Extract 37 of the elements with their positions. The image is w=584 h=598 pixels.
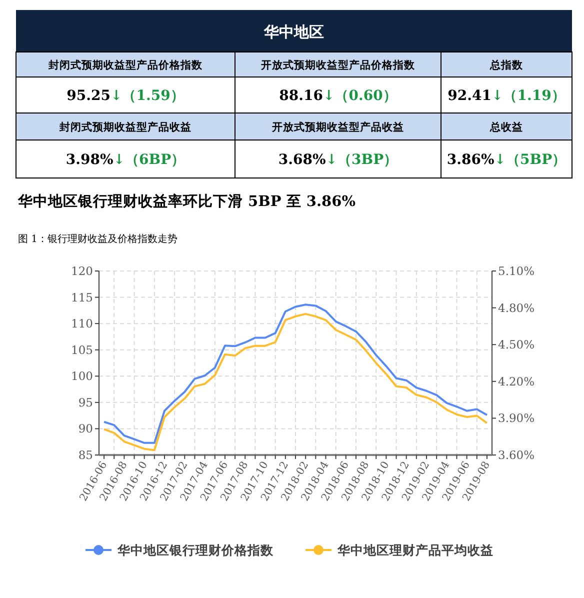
y-tick-label: 110 [71, 316, 93, 331]
y2-tick-label: 4.80% [498, 300, 535, 315]
text: 总收益 [489, 120, 523, 134]
legend-label: 华中地区理财产品平均收益 [336, 542, 494, 558]
text: ↓（5BP） [494, 152, 566, 168]
y2-tick-label: 4.20% [498, 374, 535, 388]
text: ↓（1.59） [110, 88, 184, 104]
text: ↓（1.19） [492, 88, 566, 104]
text: 3.86% [446, 152, 494, 168]
legend-label: 华中地区银行理财价格指数 [116, 542, 274, 558]
y-tick-label: 90 [78, 422, 93, 436]
y-tick-label: 115 [71, 290, 93, 304]
text: 92.41 [448, 88, 492, 104]
text: 华中地区 [263, 23, 324, 41]
text: 封闭式预期收益型产品收益 [58, 120, 192, 134]
y-tick-label: 100 [71, 369, 93, 384]
y-tick-label: 120 [71, 264, 93, 278]
y2-tick-label: 3.90% [498, 411, 535, 426]
y2-tick-label: 3.60% [498, 448, 535, 462]
text: 总指数 [489, 58, 524, 72]
text: 88.16 [279, 88, 324, 104]
text: 封闭式预期收益型产品价格指数 [48, 58, 204, 72]
text: ↓（0.60） [323, 88, 397, 104]
text: ↓（6BP） [113, 152, 186, 168]
y-tick-label: 85 [78, 448, 93, 462]
y-tick-label: 105 [71, 342, 93, 357]
text: 开放式预期收益型产品收益 [271, 120, 404, 134]
text: 3.98% [66, 152, 114, 168]
y2-tick-label: 5.10% [498, 264, 535, 278]
y2-tick-label: 4.50% [498, 338, 535, 352]
chart-title: 华中地区银行理财收益率环比下滑 5BP 至 3.86% [17, 192, 356, 210]
y-tick-label: 95 [78, 395, 93, 410]
chart-subtitle: 图 1：银行理财收益及价格指数走势 [18, 233, 178, 245]
text: 95.25 [66, 88, 111, 104]
text: 3.68% [278, 152, 326, 168]
text: ↓（3BP） [326, 152, 398, 168]
text: 开放式预期收益型产品价格指数 [260, 58, 416, 72]
